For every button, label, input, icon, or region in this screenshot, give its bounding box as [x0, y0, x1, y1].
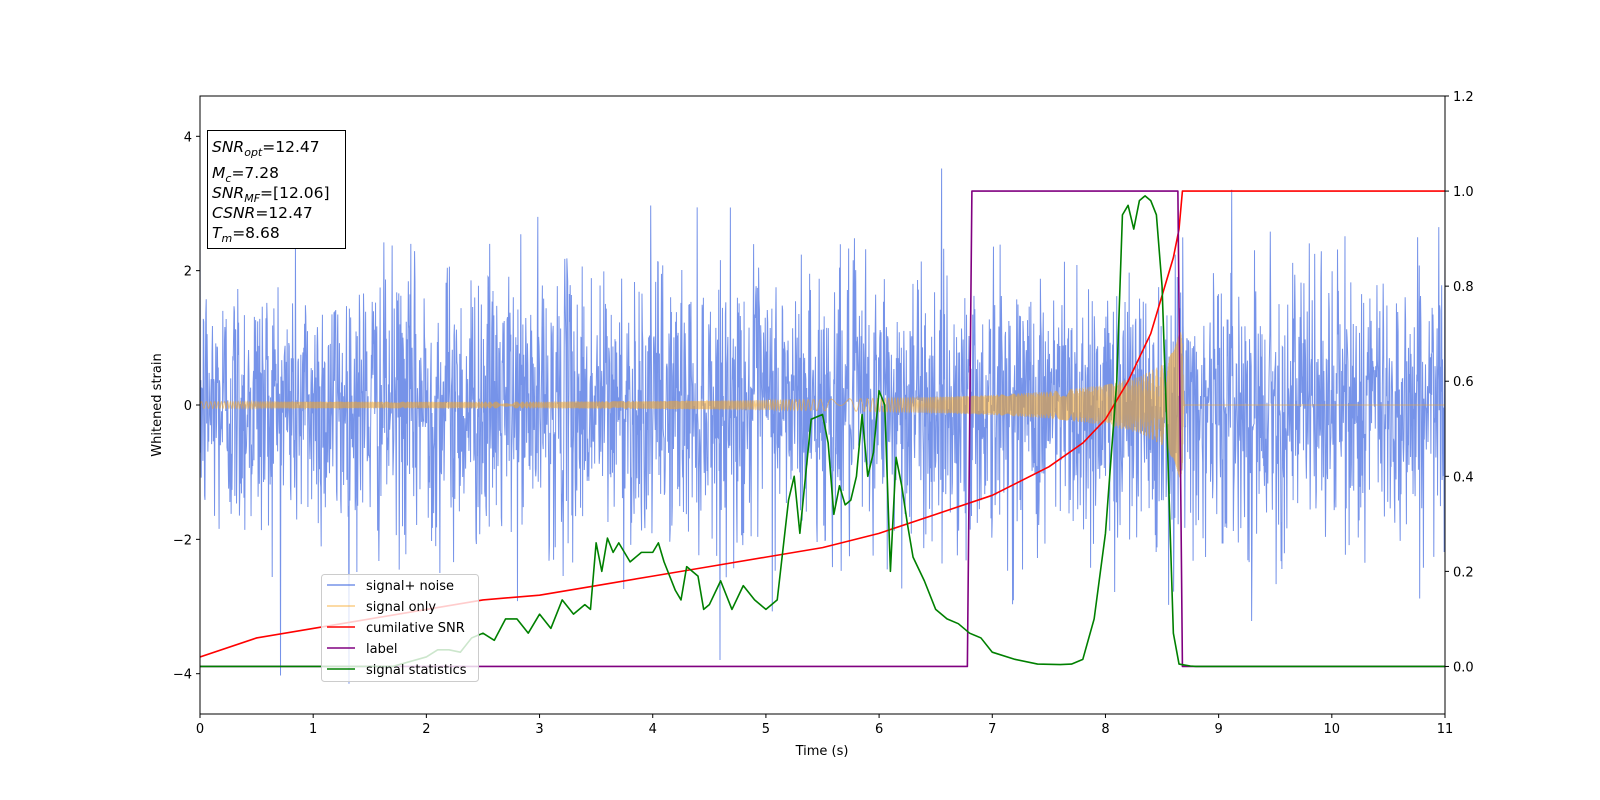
annotation-snr-mf-symbol: SNR	[212, 184, 244, 202]
y2-tick-label: 1.2	[1453, 90, 1474, 105]
y-axis-left: −4 −2 0 2 4	[173, 130, 200, 683]
y2-tick-label: 0.6	[1453, 375, 1474, 390]
annotation-mc-symbol: M	[212, 164, 225, 182]
y-axis-right: 0.0 0.2 0.4 0.6 0.8 1.0 1.2	[1445, 90, 1474, 675]
legend-label: signal statistics	[366, 663, 467, 678]
x-tick-label: 0	[196, 722, 204, 737]
x-tick-label: 1	[309, 722, 317, 737]
y-axis-label: Whitened strain	[150, 353, 165, 456]
series-signal-noise	[200, 168, 1445, 684]
annotation-snr-opt: SNRopt=12.47	[212, 138, 320, 159]
x-tick-label: 10	[1324, 722, 1341, 737]
annotation-csnr: CSNR=12.47	[212, 204, 313, 222]
annotation-snr-mf-subscript: MF	[244, 192, 260, 205]
y-tick-label: −4	[173, 668, 192, 683]
legend-entry-cumulative-snr: cumilative SNR	[327, 621, 465, 636]
annotation-mc-subscript: c	[225, 172, 231, 185]
x-tick-label: 9	[1214, 722, 1222, 737]
y2-tick-label: 1.0	[1453, 185, 1474, 200]
annotation-snr-opt-symbol: SNR	[212, 138, 244, 156]
legend-label: label	[366, 642, 397, 657]
annotation-tm: Tm=8.68	[212, 224, 280, 245]
y-tick-label: −2	[173, 533, 192, 548]
series-signal-statistics	[200, 195, 1445, 668]
legend-label: signal only	[366, 600, 436, 615]
y-tick-label: 4	[184, 130, 192, 145]
y-tick-label: 2	[184, 265, 192, 280]
legend-entry-signal-only: signal only	[327, 600, 436, 615]
legend-entry-signal-statistics: signal statistics	[327, 663, 467, 678]
y-tick-label: 0	[184, 399, 192, 414]
legend-entry-label: label	[327, 642, 397, 657]
annotation-mc-value: =7.28	[231, 164, 279, 182]
annotation-mc: Mc=7.28	[212, 164, 279, 185]
legend: signal+ noise signal only cumilative SNR la…	[321, 574, 479, 682]
annotation-snr-opt-subscript: opt	[244, 146, 263, 159]
x-tick-label: 6	[875, 722, 883, 737]
legend-label: cumilative SNR	[366, 621, 465, 636]
y2-tick-label: 0.2	[1453, 565, 1474, 580]
x-tick-label: 3	[535, 722, 543, 737]
annotation-snr-opt-value: =12.47	[262, 138, 319, 156]
y2-tick-label: 0.8	[1453, 280, 1474, 295]
x-tick-label: 11	[1437, 722, 1454, 737]
annotation-csnr-symbol: CSNR	[212, 204, 255, 222]
series-signal-only	[200, 332, 1445, 478]
annotation-snr-mf-value: =[12.06]	[260, 184, 329, 202]
x-tick-label: 5	[762, 722, 770, 737]
x-tick-label: 2	[422, 722, 430, 737]
legend-frame	[321, 574, 479, 682]
legend-entry-signal-noise: signal+ noise	[327, 579, 454, 594]
x-tick-label: 8	[1101, 722, 1109, 737]
x-tick-label: 4	[649, 722, 657, 737]
annotation-frame	[207, 130, 346, 249]
annotation-tm-value: =8.68	[232, 224, 280, 242]
x-axis-label: Time (s)	[795, 744, 849, 759]
y2-tick-label: 0.0	[1453, 660, 1474, 675]
annotation-csnr-value: =12.47	[255, 204, 312, 222]
annotation-box: SNRopt=12.47 Mc=7.28 SNRMF=[12.06] CSNR=…	[207, 130, 346, 249]
annotation-tm-symbol: T	[212, 224, 223, 242]
x-axis: 0 1 2 3 4 5 6 7 8 9 10 11	[196, 714, 1453, 737]
x-tick-label: 7	[988, 722, 996, 737]
annotation-tm-subscript: m	[221, 232, 232, 245]
annotation-snr-mf: SNRMF=[12.06]	[212, 184, 330, 205]
y2-tick-label: 0.4	[1453, 470, 1474, 485]
legend-label: signal+ noise	[366, 579, 454, 594]
